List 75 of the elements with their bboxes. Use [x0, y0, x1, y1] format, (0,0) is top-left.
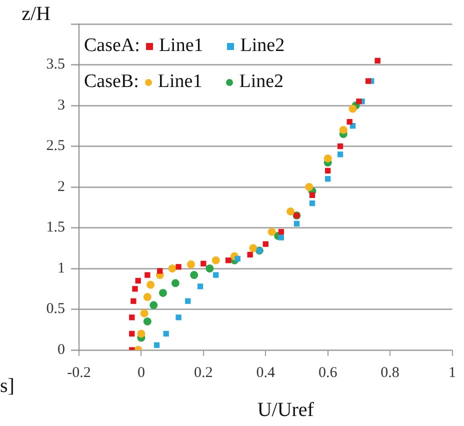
legend-label: Line2	[240, 35, 285, 56]
y-tick-label: 3	[58, 97, 65, 114]
point	[278, 234, 284, 240]
point	[294, 220, 300, 227]
point	[309, 200, 316, 206]
x-axis-title: U/Uref	[257, 399, 314, 421]
point	[129, 330, 135, 337]
x-tick-label: 0.6	[318, 364, 338, 381]
x-tick-label: 0.8	[380, 364, 400, 381]
point	[337, 152, 344, 158]
x-tick-label: 0.2	[194, 364, 213, 381]
point	[365, 78, 372, 84]
point	[146, 280, 155, 289]
point	[337, 143, 344, 150]
point	[212, 256, 220, 264]
point	[324, 154, 332, 162]
point	[305, 183, 314, 191]
point	[143, 317, 152, 326]
point	[356, 98, 362, 104]
point	[309, 192, 316, 198]
y-tick-label: 2	[58, 178, 65, 195]
point	[158, 288, 167, 297]
text: s]	[0, 375, 14, 397]
y-tick-label: 0.5	[46, 301, 65, 318]
x-tick-label: -0.2	[67, 364, 91, 381]
point	[268, 228, 276, 236]
point	[197, 284, 204, 290]
y-tick-label: 3.5	[46, 56, 65, 73]
point	[186, 260, 195, 268]
point	[157, 268, 163, 274]
point	[206, 264, 214, 272]
point	[132, 286, 138, 292]
point	[247, 252, 253, 258]
point	[176, 264, 182, 270]
y-tick-label: 1.5	[46, 220, 65, 236]
point	[348, 104, 357, 113]
point	[144, 272, 150, 278]
point	[150, 301, 158, 310]
point	[286, 207, 295, 216]
y-axis-title: z/H	[22, 3, 50, 25]
point	[154, 342, 160, 348]
point	[143, 293, 152, 302]
point	[137, 330, 146, 338]
x-tick-label: 1	[448, 364, 456, 381]
point	[163, 330, 169, 337]
legend-label: Line1	[158, 35, 204, 56]
point	[213, 272, 219, 278]
point	[262, 241, 268, 247]
point	[129, 314, 135, 320]
x-tick-label: 0	[137, 364, 145, 381]
x-tick-label: 0.4	[256, 364, 276, 381]
y-tick-label: 2.5	[46, 138, 65, 154]
y-tick-label: 1	[58, 260, 65, 276]
point	[171, 279, 180, 288]
point	[190, 271, 198, 280]
y-tick-label: 0	[58, 342, 65, 358]
point	[140, 309, 148, 318]
point	[325, 168, 331, 174]
point	[278, 228, 284, 235]
point	[185, 298, 191, 304]
point	[339, 126, 348, 134]
point	[225, 258, 232, 264]
point	[249, 244, 258, 252]
point	[200, 260, 206, 266]
point	[168, 264, 176, 272]
point	[234, 256, 240, 262]
annotation: CaseB:	[84, 71, 139, 92]
legend-label: Line2	[239, 71, 284, 92]
annotation: CaseA:	[84, 35, 140, 56]
point	[135, 278, 141, 284]
legend-label: Line1	[158, 71, 202, 92]
point	[325, 176, 331, 182]
point	[346, 118, 352, 125]
point	[176, 314, 182, 320]
point	[130, 298, 136, 304]
